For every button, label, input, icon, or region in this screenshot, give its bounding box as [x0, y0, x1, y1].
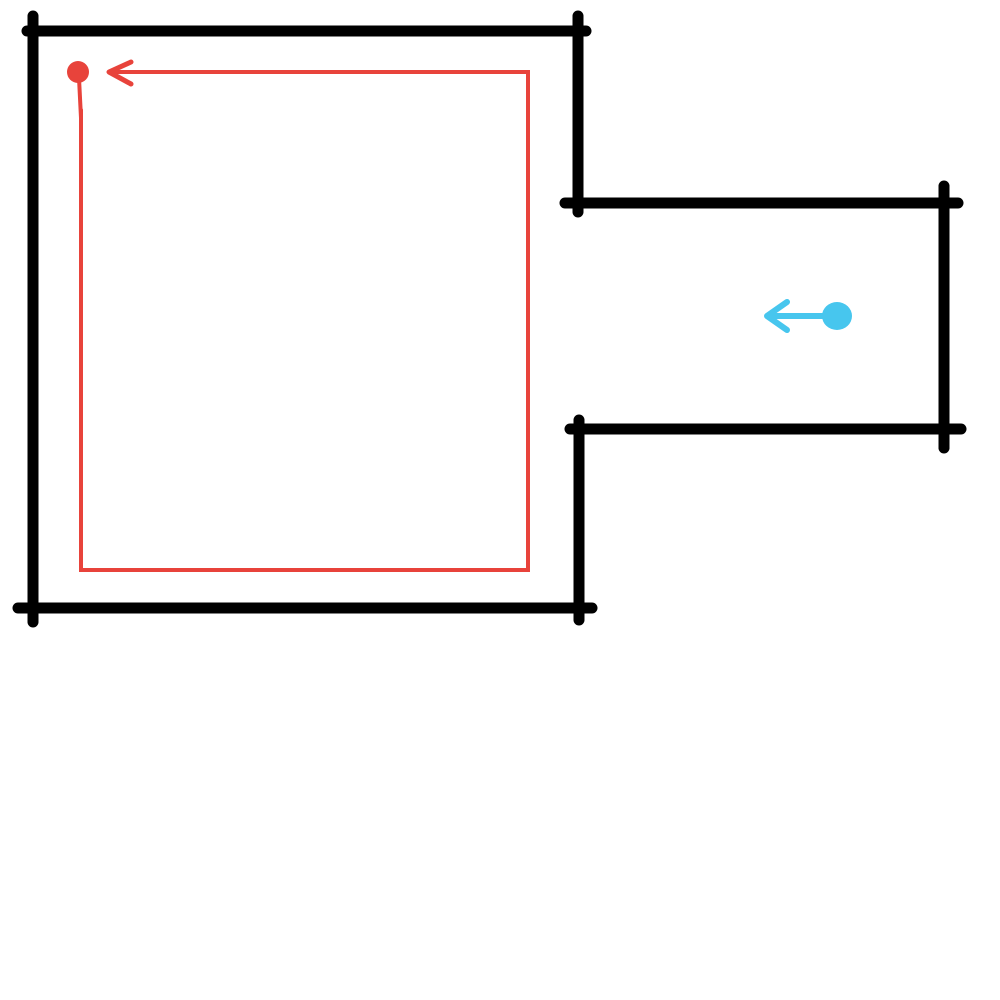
red-path — [67, 59, 530, 572]
red-path-start-stub — [77, 76, 83, 120]
red-arrowhead — [106, 59, 134, 87]
red-path-line — [79, 70, 530, 572]
blue-arrowhead — [764, 299, 790, 333]
blue-marker — [764, 299, 852, 333]
walls — [12, 10, 967, 628]
red-dot — [67, 61, 89, 83]
blue-dot — [822, 302, 852, 330]
